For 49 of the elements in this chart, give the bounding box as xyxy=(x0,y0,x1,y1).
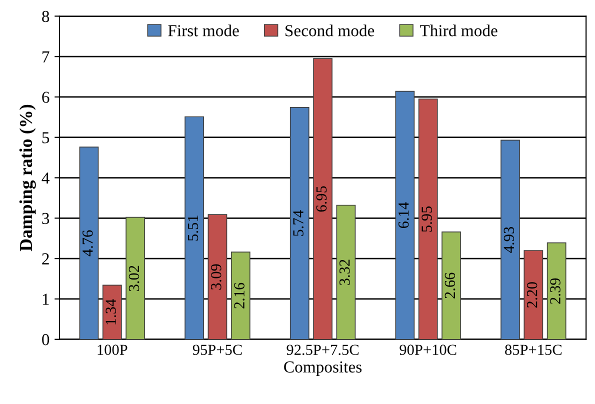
y-axis-title: Damping ratio (%) xyxy=(19,104,36,252)
data-label: 5.74 xyxy=(293,210,304,236)
data-label: 5.95 xyxy=(422,206,432,232)
bar xyxy=(336,204,356,340)
bar xyxy=(313,58,332,340)
bar xyxy=(126,216,146,340)
data-label: 3.02 xyxy=(128,266,140,291)
legend-label: First mode xyxy=(168,24,239,36)
y-tick-label: 7 xyxy=(42,51,50,62)
y-tick-label: 0 xyxy=(42,334,50,346)
bar xyxy=(184,116,204,340)
bar xyxy=(546,242,566,340)
bar xyxy=(500,140,520,340)
data-label: 3.32 xyxy=(340,260,350,285)
data-label: 4.76 xyxy=(82,230,93,256)
data-label: 2.66 xyxy=(444,272,456,298)
bar xyxy=(524,250,544,340)
data-label: 4.93 xyxy=(504,227,514,253)
bar xyxy=(418,98,438,340)
data-label: 2.39 xyxy=(550,278,560,304)
y-tick-label: 5 xyxy=(42,132,50,144)
data-label: 2.20 xyxy=(526,282,538,308)
legend-label: Third mode xyxy=(420,24,498,36)
bar xyxy=(290,107,310,340)
x-axis-title: Composites xyxy=(284,361,362,376)
bar xyxy=(395,90,415,340)
y-tick-label: 6 xyxy=(42,92,50,103)
x-tick-label: 100P xyxy=(98,344,128,355)
data-label: 2.16 xyxy=(234,282,245,308)
y-tick-label: 1 xyxy=(42,294,49,305)
x-tick-label: 90P+10C xyxy=(400,344,456,355)
data-label: 6.14 xyxy=(398,202,409,228)
data-label: 6.95 xyxy=(316,186,327,212)
x-tick-label: 95P+5C xyxy=(192,344,242,355)
x-tick-label: 85P+15C xyxy=(505,344,562,355)
bar xyxy=(442,231,461,340)
y-tick-label: 3 xyxy=(42,212,50,224)
y-tick-label: 4 xyxy=(42,172,50,184)
y-tick-label: 2 xyxy=(42,253,49,264)
x-tick-label: 92.5P+7.5C xyxy=(286,344,359,356)
bar xyxy=(102,284,122,340)
data-label: 5.51 xyxy=(188,216,198,241)
bar xyxy=(79,146,99,340)
data-label: 1.34 xyxy=(106,299,116,324)
legend-label: Second mode xyxy=(286,24,374,36)
y-tick-label: 8 xyxy=(42,10,50,22)
data-label: 3.09 xyxy=(210,264,222,290)
bar xyxy=(230,252,250,340)
bar xyxy=(208,214,228,340)
